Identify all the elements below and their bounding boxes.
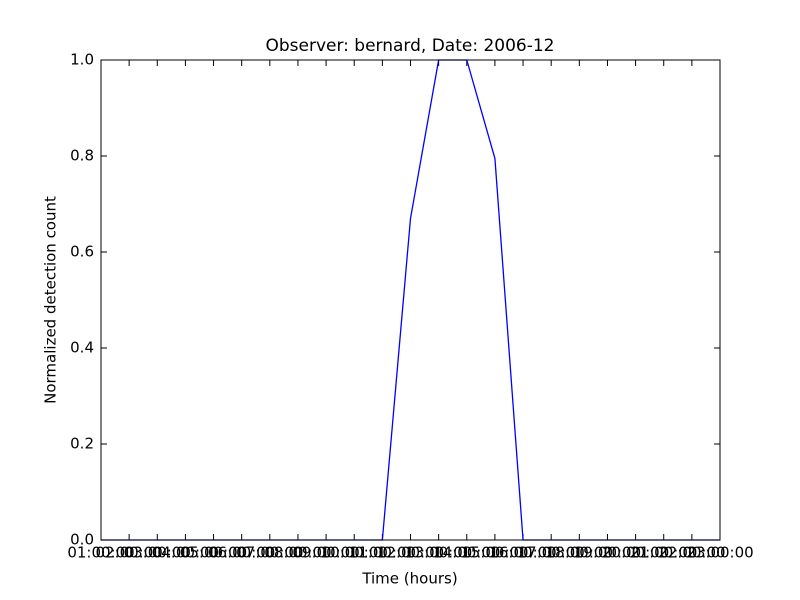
x-tick-label: 08:00:00 xyxy=(264,544,331,562)
chart-title: Observer: bernard, Date: 2006-12 xyxy=(265,36,554,56)
y-tick-label: 1.0 xyxy=(70,51,94,69)
x-tick-label: 07:00:00 xyxy=(236,544,303,562)
x-tick-label: 05:00:00 xyxy=(180,544,247,562)
x-tick-label: 20:00:00 xyxy=(602,544,669,562)
x-tick-label: 21:00:00 xyxy=(630,544,697,562)
y-tick-label: 0.6 xyxy=(70,243,94,261)
y-tick-label: 0.2 xyxy=(70,435,94,453)
x-tick-label: 11:00:00 xyxy=(349,544,416,562)
y-tick-label: 0.0 xyxy=(70,531,94,549)
x-tick-label: 12:00:00 xyxy=(377,544,444,562)
x-tick-label: 01:00:00 xyxy=(67,544,134,562)
x-tick-label: 18:00:00 xyxy=(546,544,613,562)
x-tick-label: 16:00:00 xyxy=(489,544,556,562)
x-tick-label: 09:00:00 xyxy=(292,544,359,562)
x-tick-label: 06:00:00 xyxy=(208,544,275,562)
x-tick-label: 19:00:00 xyxy=(574,544,641,562)
x-tick-label: 15:00:00 xyxy=(461,544,528,562)
x-tick-label: 14:00:00 xyxy=(433,544,500,562)
x-tick-label: 10:00:00 xyxy=(321,544,388,562)
y-tick-label: 0.4 xyxy=(70,339,94,357)
x-axis-label: Time (hours) xyxy=(361,570,457,588)
y-axis-label: Normalized detection count xyxy=(42,196,60,404)
plot-frame xyxy=(100,59,721,541)
x-tick-label: 13:00:00 xyxy=(405,544,472,562)
x-tick-label: 23:00:00 xyxy=(686,544,753,562)
x-tick-label: 17:00:00 xyxy=(517,544,584,562)
x-tick-label: 04:00:00 xyxy=(152,544,219,562)
x-tick-label: 22:00:00 xyxy=(658,544,725,562)
x-tick-label: 03:00:00 xyxy=(124,544,191,562)
y-tick-label: 0.8 xyxy=(70,147,94,165)
x-tick-label: 02:00:00 xyxy=(95,544,162,562)
